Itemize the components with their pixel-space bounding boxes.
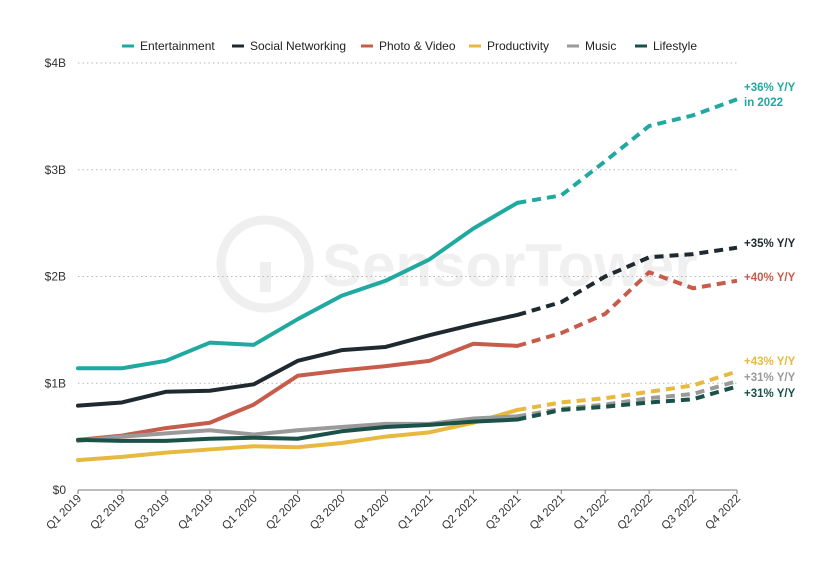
watermark-text: SensorTower (322, 232, 698, 299)
legend-item-productivity: Productivity (469, 39, 549, 53)
legend-label: Social Networking (250, 39, 346, 53)
x-tick-label: Q4 2019 (176, 493, 216, 533)
annotation-productivity: +43% Y/Y (744, 356, 796, 368)
x-tick-label: Q2 2020 (264, 493, 304, 533)
x-tick-label: Q2 2019 (88, 493, 128, 533)
series-line-projected (516, 384, 738, 422)
x-tick-label: Q2 2021 (440, 493, 480, 533)
legend-item-music: Music (567, 39, 616, 53)
legend-item-entertainment: Entertainment (122, 39, 215, 53)
x-tick-label: Q3 2022 (660, 493, 700, 533)
gridlines (78, 62, 737, 491)
series-lines (76, 97, 738, 463)
annotation-lifestyle: +31% Y/Y (744, 388, 796, 400)
y-tick-label: $4B (45, 56, 66, 70)
series-photo-and-video (76, 270, 738, 442)
legend-label: Music (585, 39, 616, 53)
watermark-stem (260, 262, 271, 292)
x-axis: Q1 2019 Q2 2019 Q3 2019 Q4 2019 Q1 2020 Q2 20… (44, 490, 743, 532)
x-tick-label: Q1 2020 (220, 493, 260, 533)
series-line-actual (76, 417, 520, 443)
series-line-projected (516, 97, 738, 205)
series-productivity (76, 369, 738, 463)
annotation-social-networking: +35% Y/Y (744, 238, 796, 250)
y-tick-label: $0 (53, 483, 67, 497)
y-tick-label: $2B (45, 270, 66, 284)
y-tick-label: $3B (45, 163, 66, 177)
series-social-networking (76, 245, 738, 408)
legend-label: Productivity (487, 39, 549, 53)
series-line-projected (516, 245, 738, 317)
legend-label: Lifestyle (653, 39, 697, 53)
series-line-actual (76, 407, 520, 463)
watermark-ring (216, 215, 314, 313)
x-tick-label: Q1 2022 (572, 493, 612, 533)
series-line-actual (76, 341, 520, 442)
legend-label: Entertainment (140, 39, 215, 53)
x-tick-label: Q3 2020 (308, 493, 348, 533)
y-tick-label: $1B (45, 376, 66, 390)
series-line-projected (516, 369, 738, 412)
x-tick-label: Q3 2021 (484, 493, 524, 533)
x-tick-label: Q2 2022 (616, 493, 656, 533)
series-line-projected (516, 270, 738, 348)
annotation-entertainment: +36% Y/Y (744, 82, 796, 94)
annotation-photo-and-video: +40% Y/Y (744, 272, 796, 284)
legend-label: Photo & Video (379, 39, 456, 53)
series-lifestyle (76, 384, 738, 443)
annotation-music: +31% Y/Y (744, 372, 796, 384)
annotations: +36% Y/Y in 2022 +35% Y/Y +40% Y/Y +43% Y/Y +… (744, 82, 796, 400)
y-axis: $0 $1B $2B $3B $4B (45, 56, 67, 497)
x-tick-label: Q4 2022 (703, 493, 743, 533)
legend-item-lifestyle: Lifestyle (635, 39, 697, 53)
legend: Entertainment Social Networking Photo & Vi… (122, 39, 697, 53)
legend-item-photo-and-video: Photo & Video (361, 39, 456, 53)
legend-item-social-networking: Social Networking (232, 39, 346, 53)
annotation-entertainment: in 2022 (744, 97, 783, 109)
series-entertainment (76, 97, 738, 371)
x-tick-label: Q3 2019 (132, 493, 172, 533)
x-tick-label: Q1 2021 (396, 493, 436, 533)
series-line-actual (76, 312, 520, 408)
x-tick-label: Q4 2021 (528, 493, 568, 533)
x-tick-label: Q1 2019 (44, 493, 84, 533)
series-line-actual (76, 200, 520, 371)
x-tick-label: Q4 2020 (352, 493, 392, 533)
